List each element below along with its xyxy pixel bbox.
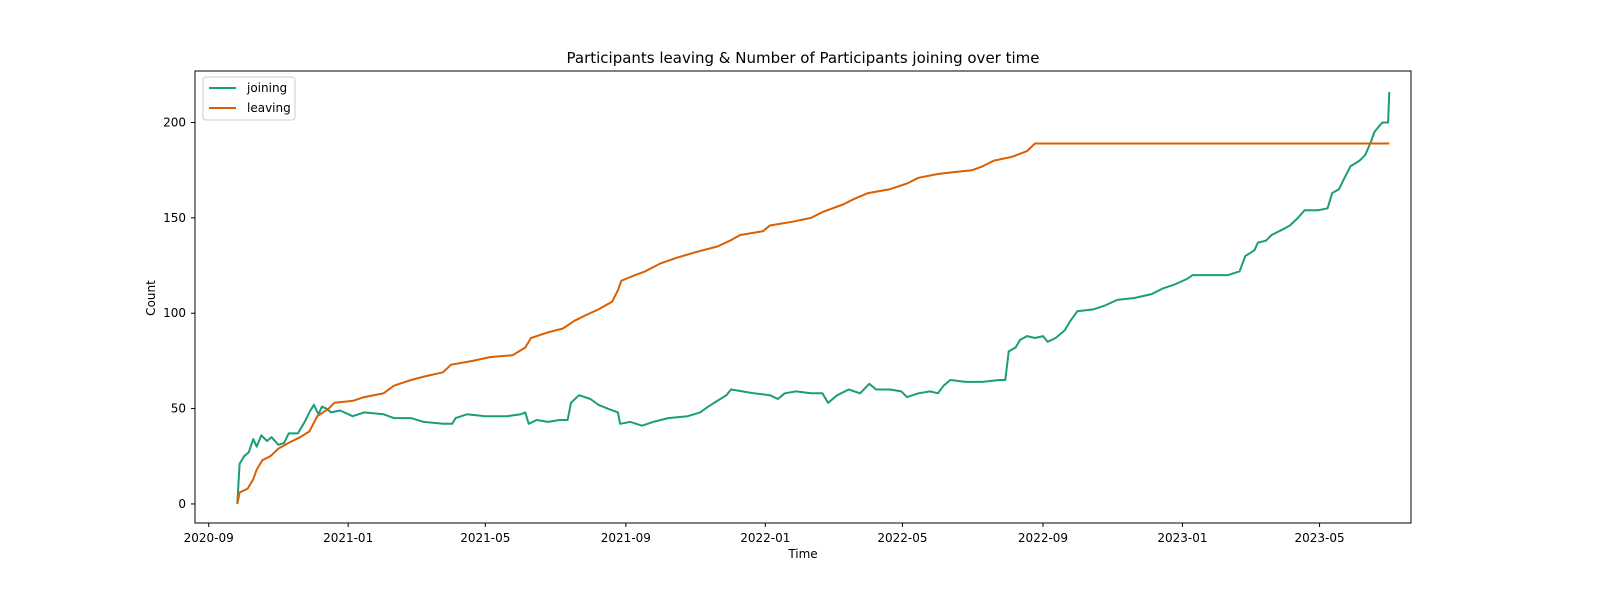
x-tick-label: 2023-05 — [1295, 531, 1345, 545]
chart-title: Participants leaving & Number of Partici… — [567, 49, 1040, 67]
y-axis-label: Count — [144, 280, 158, 316]
x-tick-label: 2022-05 — [877, 531, 927, 545]
x-axis-ticks: 2020-09 2021-01 2021-05 2021-09 2022-01 2022-… — [184, 523, 1345, 545]
x-tick-label: 2023-01 — [1157, 531, 1207, 545]
legend: joining leaving — [202, 76, 296, 121]
x-tick-label: 2021-05 — [460, 531, 510, 545]
plot-frame — [194, 70, 1412, 524]
x-tick-label: 2021-01 — [323, 531, 373, 545]
y-tick-label: 0 — [178, 497, 186, 511]
x-tick-label: 2022-01 — [740, 531, 790, 545]
y-axis-ticks: 0 50 100 150 200 — [163, 115, 195, 511]
y-tick-label: 200 — [163, 115, 186, 129]
y-tick-label: 100 — [163, 306, 186, 320]
x-tick-label: 2021-09 — [601, 531, 651, 545]
x-tick-label: 2020-09 — [184, 531, 234, 545]
y-tick-label: 50 — [171, 402, 186, 416]
legend-label-joining: joining — [246, 81, 287, 95]
x-tick-label: 2022-09 — [1018, 531, 1068, 545]
series-line-leaving — [236, 142, 1390, 505]
series-line-joining — [236, 91, 1391, 504]
y-tick-label: 150 — [163, 211, 186, 225]
series-lines — [236, 91, 1391, 505]
x-axis-label: Time — [787, 547, 817, 561]
legend-label-leaving: leaving — [247, 101, 291, 115]
